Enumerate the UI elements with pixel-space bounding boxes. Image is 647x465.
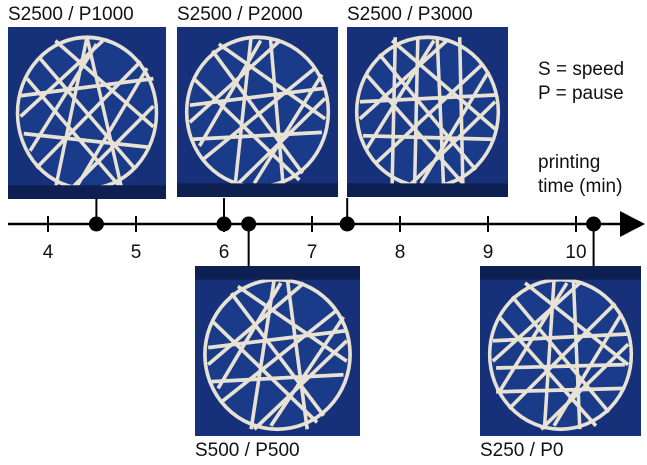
event-marker (88, 216, 104, 232)
event-label-s2500-p2000: S2500 / P2000 (177, 4, 303, 25)
legend-speed: S = speed (538, 59, 625, 80)
lattice-sphere-image (177, 27, 338, 197)
legend: S = speed P = pause (538, 58, 624, 106)
axis-tick-label: 4 (43, 242, 54, 263)
lattice-sphere-image (480, 266, 641, 436)
axis-tick-label: 6 (219, 242, 230, 263)
photo-s250-p0 (480, 266, 641, 436)
axis-title-line2: time (min) (538, 176, 623, 197)
event-marker (216, 216, 232, 232)
event-label-s2500-p3000: S2500 / P3000 (347, 4, 473, 25)
axis-title: printing time (min) (538, 151, 622, 199)
lattice-sphere-image (8, 27, 166, 199)
timeline-arrowhead (620, 211, 645, 237)
photo-s2500-p3000 (347, 27, 508, 197)
event-marker (586, 216, 602, 232)
photo-s500-p500 (195, 266, 360, 436)
legend-pause: P = pause (538, 83, 624, 104)
lattice-sphere-image (347, 27, 508, 197)
axis-tick-label: 5 (131, 242, 142, 263)
axis-tick-label: 7 (307, 242, 318, 263)
lattice-sphere-image (195, 266, 360, 436)
photo-s2500-p2000 (177, 27, 338, 197)
event-label-s500-p500: S500 / P500 (195, 440, 300, 461)
event-label-s250-p0: S250 / P0 (480, 440, 564, 461)
axis-tick-label: 8 (395, 242, 406, 263)
event-marker (241, 216, 257, 232)
axis-tick-label: 10 (565, 242, 586, 263)
event-marker (339, 216, 355, 232)
event-label-s2500-p1000: S2500 / P1000 (8, 4, 134, 25)
axis-title-line1: printing (538, 152, 601, 173)
photo-s2500-p1000 (8, 27, 166, 199)
axis-tick-label: 9 (483, 242, 494, 263)
